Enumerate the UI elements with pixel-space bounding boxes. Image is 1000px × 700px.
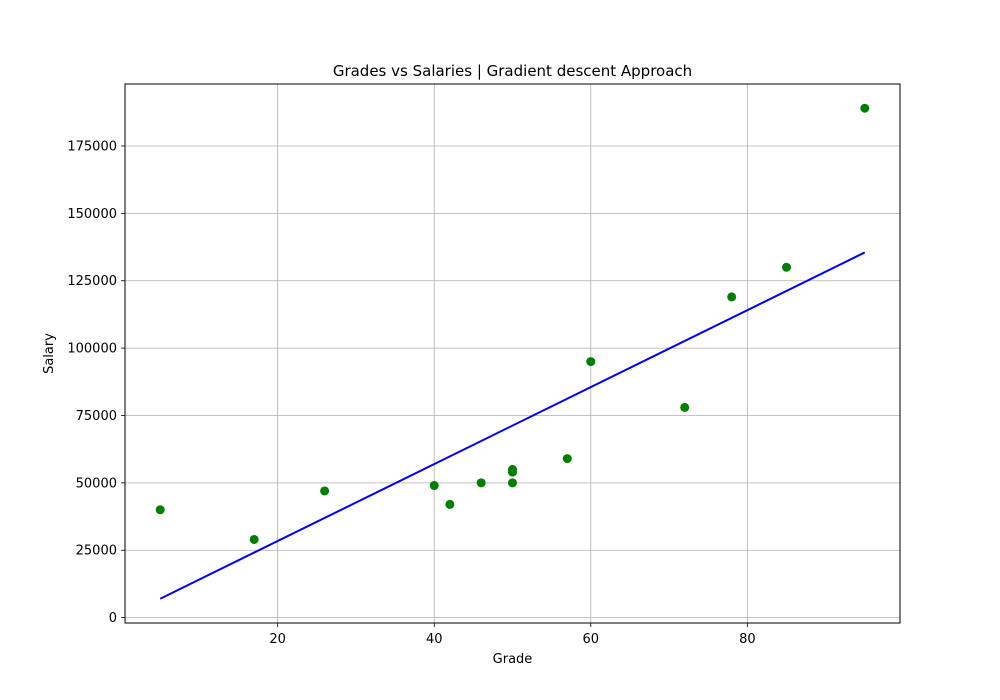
x-tick-label: 60	[583, 632, 600, 647]
data-point	[727, 292, 737, 302]
plot-area	[125, 84, 900, 623]
y-tick-label: 175000	[67, 139, 117, 154]
y-tick-label: 50000	[76, 476, 117, 491]
x-tick-label: 80	[739, 632, 756, 647]
y-tick-label: 150000	[67, 207, 117, 222]
y-tick-label: 100000	[67, 342, 117, 357]
data-point	[508, 467, 517, 477]
data-point	[781, 262, 791, 272]
plot-frame	[124, 83, 901, 624]
data-point	[586, 357, 596, 367]
data-point	[429, 481, 439, 491]
chart-title: Grades vs Salaries | Gradient descent Ap…	[333, 62, 692, 80]
series-layer	[155, 103, 870, 600]
ticks: 20 40 60 80 0 25000 50000 75000 100000 125000 1500…	[67, 139, 755, 647]
x-tick-label: 20	[269, 632, 286, 647]
data-point	[155, 505, 165, 515]
data-point	[476, 478, 486, 488]
data-point	[249, 534, 259, 544]
x-tick-label: 40	[426, 632, 443, 647]
y-tick-label: 125000	[67, 274, 117, 289]
y-tick-label: 25000	[76, 544, 117, 559]
data-point	[680, 402, 690, 412]
y-tick-label: 0	[109, 611, 117, 626]
data-point	[508, 478, 517, 488]
regression-line	[159, 251, 866, 600]
grid	[125, 84, 900, 623]
data-point	[562, 454, 572, 464]
y-tick-label: 75000	[76, 409, 117, 424]
data-point	[860, 103, 870, 113]
y-axis-label: Salary	[42, 333, 57, 374]
x-axis-label: Grade	[493, 652, 533, 667]
data-point	[320, 486, 330, 496]
data-point	[445, 499, 455, 509]
